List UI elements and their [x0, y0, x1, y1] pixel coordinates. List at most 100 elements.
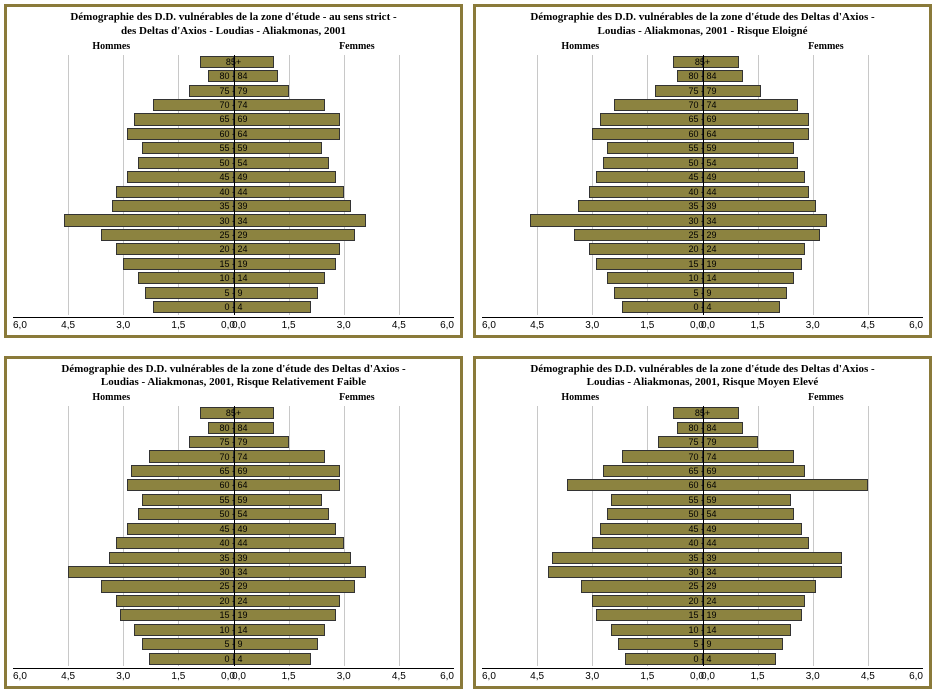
bar-femmes — [703, 258, 802, 270]
x-tick: 6,0 — [482, 320, 496, 331]
half-right — [234, 69, 455, 83]
bar-femmes — [703, 186, 810, 198]
half-right — [234, 507, 455, 521]
bar-hommes — [134, 624, 233, 636]
half-left — [482, 286, 703, 300]
bar-femmes — [234, 85, 289, 97]
bar-femmes — [234, 422, 274, 434]
half-right — [703, 300, 924, 314]
bar-hommes — [142, 638, 234, 650]
bars: 85+80 - 8475 - 7970 - 7465 - 6960 - 6455… — [13, 406, 454, 666]
bar-hommes — [622, 450, 703, 462]
bar-femmes — [234, 99, 326, 111]
half-left — [482, 228, 703, 242]
bar-hommes — [145, 287, 233, 299]
half-right — [234, 579, 455, 593]
bar-hommes — [189, 436, 233, 448]
bar-hommes — [127, 171, 234, 183]
bar-femmes — [703, 653, 776, 665]
half-left — [13, 156, 234, 170]
half-left — [482, 435, 703, 449]
half-right — [234, 127, 455, 141]
population-pyramid-panel: Démographie des D.D. vulnérables de la z… — [4, 356, 463, 690]
half-right — [234, 170, 455, 184]
half-right — [234, 199, 455, 213]
half-right — [234, 156, 455, 170]
half-right — [703, 286, 924, 300]
bar-hommes — [589, 186, 703, 198]
bar-femmes — [703, 287, 788, 299]
bar-femmes — [703, 479, 868, 491]
bar-hommes — [607, 508, 703, 520]
bar-hommes — [603, 465, 702, 477]
bar-femmes — [703, 523, 802, 535]
bar-hommes — [127, 479, 234, 491]
half-left — [482, 55, 703, 69]
bar-hommes — [116, 243, 234, 255]
bar-hommes — [138, 157, 234, 169]
bar-hommes — [596, 609, 703, 621]
x-axis: 6,04,53,01,50,00,01,53,04,56,0 — [13, 668, 454, 684]
x-tick: 3,0 — [337, 320, 351, 331]
half-right — [703, 170, 924, 184]
bar-femmes — [234, 609, 337, 621]
bar-femmes — [234, 142, 322, 154]
half-left — [13, 420, 234, 434]
zero-line — [234, 55, 235, 315]
half-right — [703, 112, 924, 126]
bar-hommes — [101, 229, 233, 241]
half-left — [13, 69, 234, 83]
half-right — [703, 156, 924, 170]
bar-hommes — [153, 99, 234, 111]
half-right — [703, 242, 924, 256]
bar-femmes — [703, 171, 806, 183]
bar-hommes — [64, 214, 233, 226]
bar-femmes — [234, 407, 274, 419]
half-left — [482, 213, 703, 227]
half-left — [13, 493, 234, 507]
x-tick: 0,0 — [232, 320, 246, 331]
half-left — [13, 242, 234, 256]
x-tick: 4,5 — [392, 671, 406, 682]
bar-femmes — [703, 229, 821, 241]
half-right — [234, 435, 455, 449]
half-left — [482, 464, 703, 478]
half-left — [482, 550, 703, 564]
half-right — [234, 184, 455, 198]
bar-hommes — [127, 523, 234, 535]
x-tick: 1,5 — [282, 671, 296, 682]
bar-femmes — [703, 200, 817, 212]
half-right — [703, 579, 924, 593]
half-left — [482, 141, 703, 155]
half-right — [703, 69, 924, 83]
bar-hommes — [596, 258, 703, 270]
label-hommes: Hommes — [92, 41, 130, 52]
half-right — [234, 406, 455, 420]
bars: 85+80 - 8475 - 7970 - 7465 - 6960 - 6455… — [482, 55, 923, 315]
half-left — [13, 184, 234, 198]
half-left — [13, 271, 234, 285]
bar-femmes — [703, 85, 762, 97]
bar-hommes — [655, 85, 703, 97]
half-left — [482, 127, 703, 141]
bar-hommes — [548, 566, 702, 578]
bar-hommes — [123, 258, 233, 270]
bar-femmes — [703, 214, 828, 226]
x-tick: 4,5 — [861, 320, 875, 331]
bar-hommes — [567, 479, 703, 491]
half-right — [234, 257, 455, 271]
bar-femmes — [703, 301, 780, 313]
x-tick: 3,0 — [337, 671, 351, 682]
bar-hommes — [138, 508, 234, 520]
half-left — [13, 550, 234, 564]
half-right — [234, 228, 455, 242]
bar-hommes — [677, 422, 703, 434]
x-axis: 6,04,53,01,50,00,01,53,04,56,0 — [482, 668, 923, 684]
x-tick: 1,5 — [751, 671, 765, 682]
bar-femmes — [234, 494, 322, 506]
bar-hommes — [112, 200, 233, 212]
x-tick: 3,0 — [806, 320, 820, 331]
x-tick: 1,5 — [640, 671, 654, 682]
half-right — [703, 228, 924, 242]
half-left — [13, 565, 234, 579]
